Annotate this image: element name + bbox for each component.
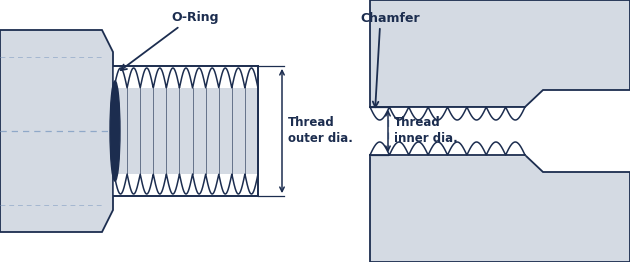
Ellipse shape (110, 81, 120, 181)
Text: Thread
outer dia.: Thread outer dia. (288, 117, 353, 145)
Polygon shape (114, 88, 258, 174)
Polygon shape (370, 155, 630, 262)
Polygon shape (370, 0, 630, 107)
Text: Thread
inner dia.: Thread inner dia. (394, 117, 458, 145)
Text: O-Ring: O-Ring (171, 12, 219, 25)
Text: Chamfer: Chamfer (360, 12, 420, 25)
Polygon shape (0, 30, 113, 232)
